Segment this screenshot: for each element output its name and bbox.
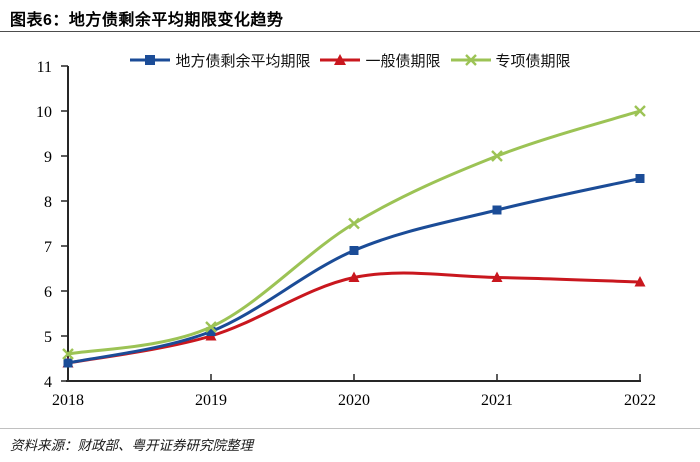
square-marker [63,358,73,368]
legend-square-marker-icon [130,55,171,65]
legend-label-special-bond-term: 专项债期限 [495,53,571,70]
triangle-marker [491,271,503,282]
triangle-marker [634,276,646,287]
legend-triangle-marker-icon [320,54,361,65]
y-tick-label: 8 [44,194,52,211]
x-tick-label: 2020 [338,392,370,409]
y-tick-label: 11 [37,59,52,76]
x-marker [491,150,503,162]
y-tick-label: 9 [44,149,52,166]
square-marker [349,246,359,255]
legend-item-remaining-avg-term: 地方债剩余平均期限 [129,50,310,71]
legend-x-marker-icon [450,54,491,66]
footer-divider [0,428,700,429]
x-marker [62,348,74,360]
legend-triangle-glyph [334,54,347,65]
x-tick-label: 2019 [195,392,227,409]
y-tick-label: 7 [44,239,52,256]
square-marker [206,327,216,336]
legend-x-glyph [464,54,477,66]
y-tick-label: 10 [36,104,52,121]
x-tick-label: 2018 [52,392,84,409]
chart-legend: 地方债剩余平均期限 一般债期限 专项债期限 [0,50,700,70]
legend-item-general-bond-term: 一般债期限 [319,50,441,71]
title-divider [0,31,700,32]
x-marker [205,321,217,333]
series-line-square [67,177,641,365]
x-marker [634,105,646,117]
square-marker [635,174,645,183]
figure-title: 图表6：地方债剩余平均期限变化趋势 [10,12,284,29]
y-tick-label: 6 [44,284,52,301]
square-marker [492,205,502,215]
triangle-marker [348,271,360,282]
legend-square-glyph [145,55,156,65]
legend-label-general-bond-term: 一般债期限 [365,53,441,70]
series-line-triangle [67,271,641,365]
y-tick-label: 5 [44,329,52,346]
source-note: 资料来源：财政部、粤开证券研究院整理 [10,438,253,453]
y-tick-label: 4 [44,374,52,391]
x-marker [348,217,360,230]
legend-label-remaining-avg-term: 地方债剩余平均期限 [175,53,311,70]
legend-item-special-bond-term: 专项债期限 [450,50,571,71]
series-line-x [67,109,641,356]
x-tick-label: 2022 [624,392,656,409]
x-tick-label: 2021 [481,392,513,409]
